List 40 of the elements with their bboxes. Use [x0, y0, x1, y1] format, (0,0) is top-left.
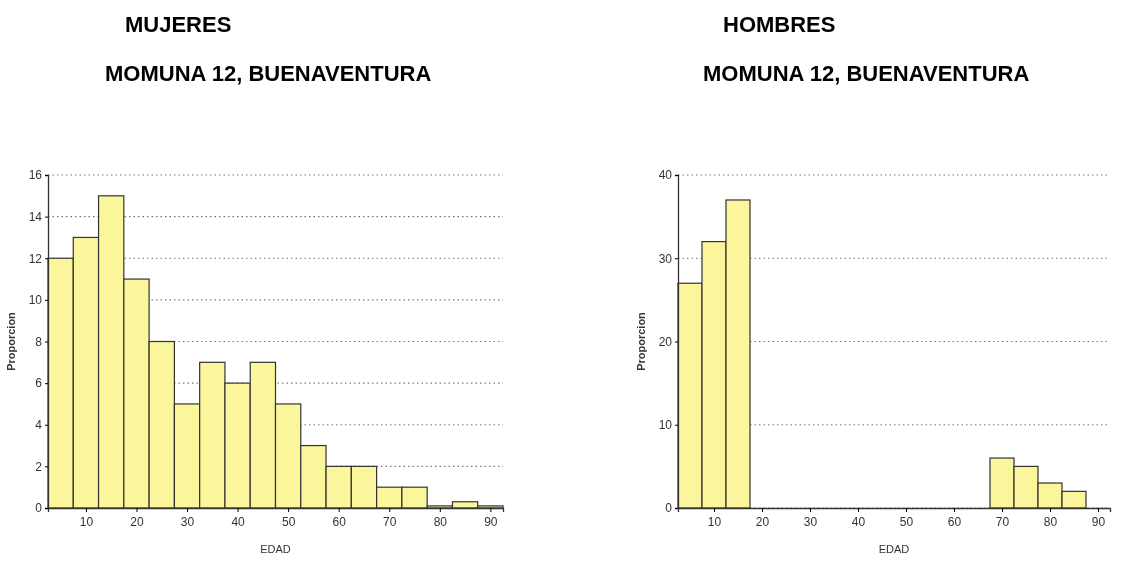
x-tick-label: 80 [433, 514, 448, 529]
chart-subtitle: MOMUNA 12, BUENAVENTURA [105, 61, 432, 86]
y-tick-label: 0 [665, 501, 673, 516]
x-axis-title: EDAD [878, 543, 910, 555]
x-tick-label: 10 [79, 514, 94, 529]
x-tick-label: 60 [947, 514, 962, 529]
x-tick-label: 70 [383, 514, 397, 529]
y-tick-label: 12 [28, 251, 43, 266]
chart-subtitle: MOMUNA 12, BUENAVENTURA [703, 61, 1030, 86]
y-axis-title: Proporcion [5, 311, 17, 371]
x-tick-label: 20 [130, 514, 144, 529]
y-tick-label: 0 [35, 501, 43, 516]
x-tick-label: 50 [899, 514, 914, 529]
y-axis-title: Proporcion [635, 311, 647, 371]
y-tick-label: 8 [35, 334, 43, 349]
x-tick-label: 70 [995, 514, 1010, 529]
y-tick-label: 40 [658, 168, 673, 183]
x-tick-label: 60 [332, 514, 347, 529]
y-tick-label: 6 [35, 376, 43, 391]
x-tick-label: 10 [707, 514, 722, 529]
chart-title: HOMBRES [723, 12, 836, 37]
y-tick-label: 20 [658, 334, 673, 349]
x-tick-label: 40 [231, 514, 246, 529]
x-tick-label: 80 [1043, 514, 1058, 529]
y-tick-label: 10 [658, 418, 673, 433]
x-tick-label: 50 [281, 514, 296, 529]
chart-title: MUJERES [125, 12, 232, 37]
y-tick-label: 14 [28, 209, 43, 224]
x-axis-title: EDAD [260, 543, 291, 555]
x-tick-label: 30 [803, 514, 818, 529]
y-tick-label: 2 [35, 459, 43, 474]
y-tick-label: 16 [28, 168, 43, 183]
y-tick-label: 10 [28, 293, 43, 308]
x-tick-label: 90 [1091, 514, 1106, 529]
y-tick-label: 30 [658, 251, 673, 266]
y-tick-label: 4 [35, 418, 43, 433]
x-tick-label: 40 [851, 514, 866, 529]
x-tick-label: 20 [755, 514, 770, 529]
x-tick-label: 30 [180, 514, 195, 529]
x-tick-label: 90 [484, 514, 498, 529]
